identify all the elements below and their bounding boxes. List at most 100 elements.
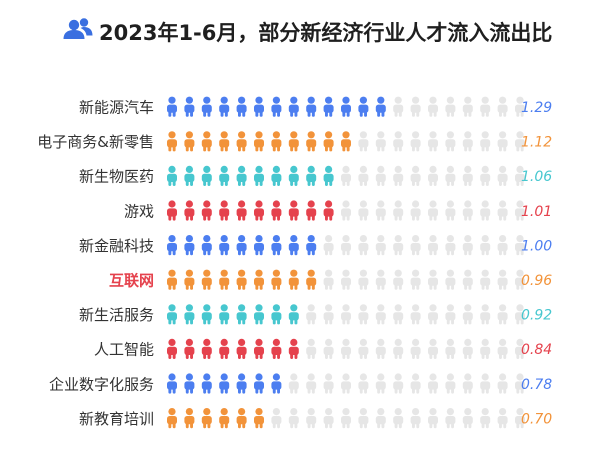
- category-label: 人工智能: [94, 341, 154, 359]
- person-icon-empty: [497, 165, 508, 186]
- person-icon-filled: [219, 304, 230, 325]
- person-icon-filled: [184, 269, 195, 290]
- person-icon-filled: [167, 338, 177, 359]
- person-icon-empty: [410, 235, 421, 256]
- category-label: 游戏: [124, 202, 154, 220]
- person-icon-filled: [236, 373, 247, 394]
- person-icon-filled: [219, 373, 230, 394]
- person-icon-filled: [201, 96, 212, 117]
- person-icon-empty: [428, 235, 438, 256]
- person-icon-empty: [480, 131, 491, 152]
- icon-row: [167, 304, 525, 325]
- person-icon-empty: [445, 269, 456, 290]
- person-icon-empty: [375, 338, 386, 359]
- person-icon-empty: [375, 304, 386, 325]
- person-icon-filled: [306, 200, 317, 221]
- person-icon-empty: [428, 338, 438, 359]
- person-icon-filled: [271, 235, 282, 256]
- person-icon-empty: [341, 235, 351, 256]
- person-icon-filled: [184, 200, 195, 221]
- person-icon-empty: [375, 373, 386, 394]
- person-icon-empty: [375, 408, 386, 429]
- person-icon-filled: [219, 408, 230, 429]
- person-icon-filled: [201, 304, 212, 325]
- chart-row: 游戏 1.01: [124, 200, 552, 221]
- person-icon-filled: [358, 96, 369, 117]
- person-icon-filled: [306, 235, 317, 256]
- person-icon-filled: [306, 96, 317, 117]
- icon-row: [167, 338, 525, 359]
- person-icon-filled: [288, 165, 299, 186]
- person-icon-empty: [497, 269, 508, 290]
- person-icon-filled: [219, 131, 230, 152]
- person-icon-empty: [288, 408, 299, 429]
- person-icon-empty: [497, 338, 508, 359]
- person-icon-filled: [288, 304, 299, 325]
- person-icon-empty: [480, 408, 491, 429]
- person-icon-filled: [167, 200, 177, 221]
- person-icon-filled: [323, 131, 334, 152]
- person-icon-filled: [254, 165, 264, 186]
- person-icon-empty: [323, 235, 334, 256]
- category-label: 新金融科技: [79, 237, 154, 255]
- person-icon-filled: [288, 269, 299, 290]
- person-icon-filled: [236, 269, 247, 290]
- person-icon-filled: [201, 373, 212, 394]
- person-icon-filled: [236, 304, 247, 325]
- person-icon-empty: [445, 304, 456, 325]
- person-icon-empty: [515, 96, 525, 117]
- person-icon-empty: [480, 304, 491, 325]
- category-label: 新生物医药: [79, 168, 154, 186]
- person-icon-filled: [184, 131, 195, 152]
- person-icon-filled: [184, 96, 195, 117]
- person-icon-empty: [358, 408, 369, 429]
- person-icon-empty: [306, 408, 317, 429]
- person-icon-empty: [515, 131, 525, 152]
- value-label: 1.06: [521, 169, 552, 185]
- person-icon-empty: [428, 200, 438, 221]
- person-icon-empty: [410, 131, 421, 152]
- person-icon-empty: [410, 408, 421, 429]
- person-icon-empty: [341, 269, 351, 290]
- person-icon-filled: [219, 96, 230, 117]
- person-icon-empty: [515, 304, 525, 325]
- person-icon-filled: [288, 235, 299, 256]
- person-icon-empty: [462, 408, 473, 429]
- chart-rows: 新能源汽车 1.29 电子商务&新零售 1.12 新生物医药 1.06 游戏 1.01 新金融科…: [37, 96, 552, 429]
- person-icon-filled: [323, 165, 334, 186]
- person-icon-empty: [497, 408, 508, 429]
- value-label: 1.12: [521, 135, 552, 151]
- value-label: 0.70: [521, 411, 552, 427]
- person-icon-empty: [393, 131, 404, 152]
- person-icon-empty: [341, 165, 351, 186]
- person-icon-empty: [497, 304, 508, 325]
- person-icon-empty: [393, 96, 404, 117]
- value-label: 0.78: [521, 377, 552, 393]
- person-icon-empty: [515, 235, 525, 256]
- person-icon-filled: [167, 131, 177, 152]
- person-icon-empty: [428, 408, 438, 429]
- person-icon-empty: [393, 235, 404, 256]
- chart-row: 新能源汽车 1.29: [79, 96, 552, 117]
- person-icon-filled: [167, 304, 177, 325]
- person-icon-empty: [480, 96, 491, 117]
- person-icon-empty: [462, 200, 473, 221]
- icon-row: [167, 131, 525, 152]
- person-icon-empty: [462, 165, 473, 186]
- person-icon-empty: [341, 338, 351, 359]
- person-icon-empty: [480, 373, 491, 394]
- person-icon-empty: [410, 338, 421, 359]
- person-icon-empty: [323, 408, 334, 429]
- category-label: 新教育培训: [79, 410, 154, 428]
- person-icon-filled: [271, 304, 282, 325]
- person-icon-filled: [236, 408, 247, 429]
- person-icon-filled: [184, 373, 195, 394]
- person-icon-empty: [410, 269, 421, 290]
- person-icon-empty: [428, 304, 438, 325]
- person-icon-filled: [167, 165, 177, 186]
- person-icon-empty: [375, 269, 386, 290]
- person-icon-filled: [184, 408, 195, 429]
- person-icon-filled: [201, 165, 212, 186]
- category-label: 电子商务&新零售: [37, 133, 154, 151]
